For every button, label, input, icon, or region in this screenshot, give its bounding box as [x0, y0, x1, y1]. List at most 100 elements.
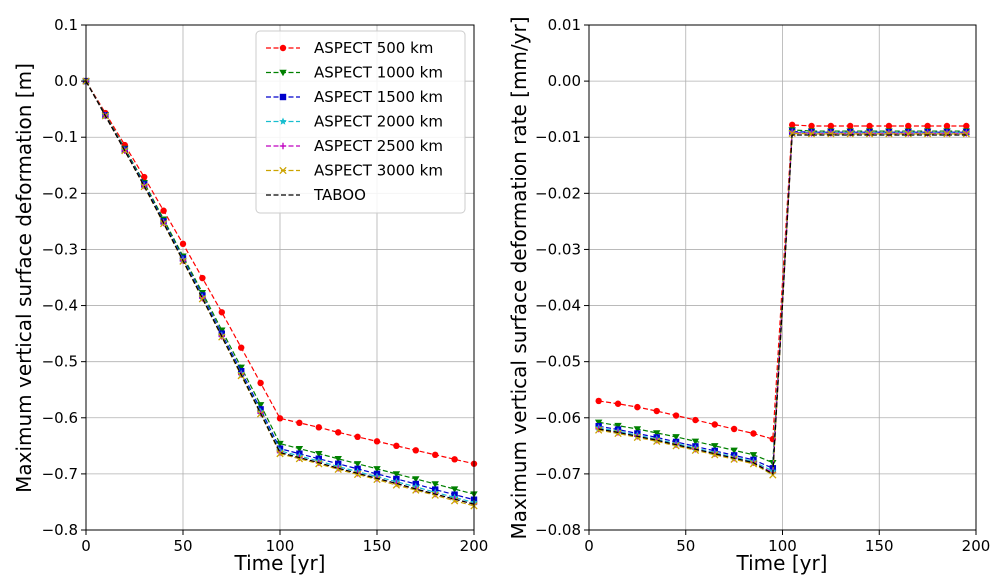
- deformation-rate-point-aspect-1000-km: [594, 419, 603, 426]
- deformation-point-aspect-3000-km: [276, 450, 284, 458]
- deformation-y-axis-label: Maximum vertical surface deformation [m]: [12, 63, 36, 493]
- deformation-rate-line-taboo: [598, 134, 967, 475]
- deformation-rate-y-tick-label: −0.05: [535, 353, 581, 371]
- deformation-rate-y-tick-label: −0.08: [535, 521, 581, 539]
- deformation-rate-point-aspect-3000-km: [923, 130, 932, 138]
- deformation-rate-point-aspect-500-km: [963, 122, 970, 130]
- deformation-point-aspect-500-km: [373, 438, 381, 445]
- deformation-line-aspect-500-km: [85, 80, 475, 465]
- deformation-rate-point-aspect-500-km: [672, 412, 680, 419]
- deformation-rate-y-tick-label: −0.01: [535, 128, 581, 146]
- deformation-point-aspect-3000-km: [315, 460, 323, 468]
- legend-marker-aspect-1000-km: [279, 69, 287, 77]
- deformation-rate-y-tick-label: 0.00: [548, 72, 581, 90]
- deformation-rate-point-aspect-1000-km: [633, 426, 642, 433]
- deformation-y-tick-label: 0.0: [54, 72, 78, 90]
- deformation-rate-point-aspect-500-km: [730, 425, 738, 433]
- deformation-point-aspect-1000-km: [353, 461, 362, 468]
- deformation-rate-point-aspect-500-km: [595, 397, 602, 405]
- deformation-point-aspect-500-km: [218, 309, 225, 316]
- deformation-rate-x-tick-label: 150: [865, 537, 894, 555]
- deformation-rate-point-aspect-3000-km: [614, 429, 622, 438]
- deformation-point-aspect-500-km: [354, 433, 361, 441]
- legend-label-aspect-2000-km: ASPECT 2000 km: [314, 113, 443, 131]
- deformation-rate-line-aspect-500-km: [598, 124, 967, 440]
- deformation-rate-x-tick-label: 0: [584, 537, 594, 555]
- legend: ASPECT 500 km ASPECT 1000 km ASPECT 1500 k…: [255, 30, 466, 214]
- deformation-rate-point-aspect-3000-km: [749, 460, 758, 468]
- deformation-series: [82, 77, 478, 510]
- deformation-point-aspect-3000-km: [198, 295, 207, 303]
- deformation-rate-y-tick-label: −0.04: [535, 297, 581, 315]
- legend-item-aspect-1000-km: ASPECT 1000 km: [266, 64, 443, 82]
- deformation-rate-point-aspect-500-km: [924, 122, 931, 130]
- deformation-rate-series-taboo: [598, 134, 967, 475]
- deformation-rate-point-aspect-500-km: [614, 400, 622, 407]
- deformation-point-aspect-1000-km: [315, 450, 323, 458]
- deformation-y-tick-label: −0.6: [42, 409, 78, 427]
- deformation-point-aspect-1000-km: [295, 445, 304, 453]
- deformation-tick-labels: 0 50 100 150 200 0.1 0.0 −0.1 −0.2 −0.3 −0.4 −0.5 −0…: [42, 16, 489, 555]
- deformation-panel: 0 50 100 150 200 0.1 0.0 −0.1 −0.2 −0.3 −0.4 −0.5 −0…: [12, 16, 488, 575]
- deformation-point-aspect-500-km: [315, 424, 322, 431]
- deformation-line-aspect-2000-km: [85, 80, 475, 504]
- legend-item-aspect-2000-km: ASPECT 2000 km: [266, 113, 443, 131]
- deformation-point-aspect-1000-km: [334, 456, 342, 463]
- legend-label-taboo: TABOO: [313, 186, 366, 204]
- deformation-rate-point-aspect-1000-km: [653, 430, 661, 437]
- legend-label-aspect-500-km: ASPECT 500 km: [314, 39, 433, 57]
- deformation-rate-point-aspect-1000-km: [614, 422, 622, 430]
- deformation-rate-point-aspect-1000-km: [711, 443, 719, 450]
- deformation-x-tick-label: 50: [173, 537, 192, 555]
- legend-box: [255, 30, 466, 214]
- deformation-rate-point-aspect-3000-km: [769, 471, 777, 479]
- deformation-rate-point-aspect-500-km: [866, 122, 873, 130]
- deformation-rate-y-tick-label: −0.06: [535, 409, 581, 427]
- deformation-point-aspect-500-km: [238, 344, 245, 351]
- deformation-point-aspect-1000-km: [450, 486, 459, 493]
- legend-item-aspect-1500-km: ASPECT 1500 km: [266, 88, 443, 106]
- deformation-rate-line-aspect-3000-km: [598, 132, 967, 477]
- legend-item-taboo: TABOO: [266, 186, 366, 204]
- deformation-rate-x-axis-label: Time [yr]: [736, 551, 828, 575]
- deformation-rate-point-aspect-500-km: [943, 122, 951, 130]
- deformation-rate-y-axis-label: Maximum vertical surface deformation rat…: [507, 16, 531, 539]
- deformation-rate-point-aspect-1000-km: [730, 447, 738, 455]
- deformation-rate-point-aspect-500-km: [750, 430, 757, 437]
- deformation-point-aspect-500-km: [160, 207, 167, 214]
- deformation-rate-panel: 0 50 100 150 200 0.01 0.00 −0.01 −0.02 −0.03 −0.04…: [507, 16, 990, 575]
- legend-item-aspect-3000-km: ASPECT 3000 km: [266, 162, 443, 180]
- deformation-rate-point-aspect-3000-km: [846, 130, 854, 138]
- deformation-x-tick-label: 100: [266, 537, 295, 555]
- deformation-point-aspect-1000-km: [431, 481, 439, 488]
- legend-label-aspect-1000-km: ASPECT 1000 km: [314, 64, 443, 82]
- deformation-point-aspect-500-km: [393, 442, 400, 450]
- deformation-point-aspect-500-km: [276, 415, 284, 422]
- deformation-rate-series: [594, 121, 971, 479]
- deformation-rate-y-tick-label: 0.01: [548, 16, 581, 34]
- deformation-point-aspect-1000-km: [412, 476, 420, 483]
- deformation-rate-y-tick-label: −0.07: [535, 465, 581, 483]
- legend-marker-aspect-2500-km: [279, 142, 287, 150]
- deformation-point-aspect-500-km: [179, 240, 187, 248]
- legend-marker-aspect-1500-km: [279, 93, 287, 101]
- deformation-x-axis-label: Time [yr]: [234, 551, 326, 575]
- deformation-rate-point-aspect-500-km: [905, 122, 912, 130]
- deformation-series-aspect-500-km: [82, 77, 478, 467]
- deformation-rate-point-aspect-1000-km: [749, 452, 758, 459]
- deformation-point-aspect-3000-km: [431, 491, 439, 499]
- deformation-rate-y-tick-label: −0.03: [535, 240, 581, 258]
- deformation-rate-x-tick-label: 50: [676, 537, 695, 555]
- legend-label-aspect-3000-km: ASPECT 3000 km: [314, 162, 443, 180]
- deformation-point-aspect-500-km: [257, 379, 264, 387]
- deformation-point-aspect-1000-km: [392, 471, 401, 478]
- deformation-rate-point-aspect-500-km: [788, 121, 796, 129]
- deformation-point-aspect-3000-km: [373, 475, 381, 484]
- deformation-rate-point-aspect-3000-km: [807, 130, 816, 138]
- deformation-point-aspect-1000-km: [237, 364, 245, 371]
- deformation-y-tick-label: −0.3: [42, 240, 78, 258]
- deformation-rate-y-tick-label: −0.02: [535, 184, 581, 202]
- deformation-point-aspect-1000-km: [276, 440, 284, 448]
- deformation-rate-series-aspect-3000-km: [595, 129, 970, 479]
